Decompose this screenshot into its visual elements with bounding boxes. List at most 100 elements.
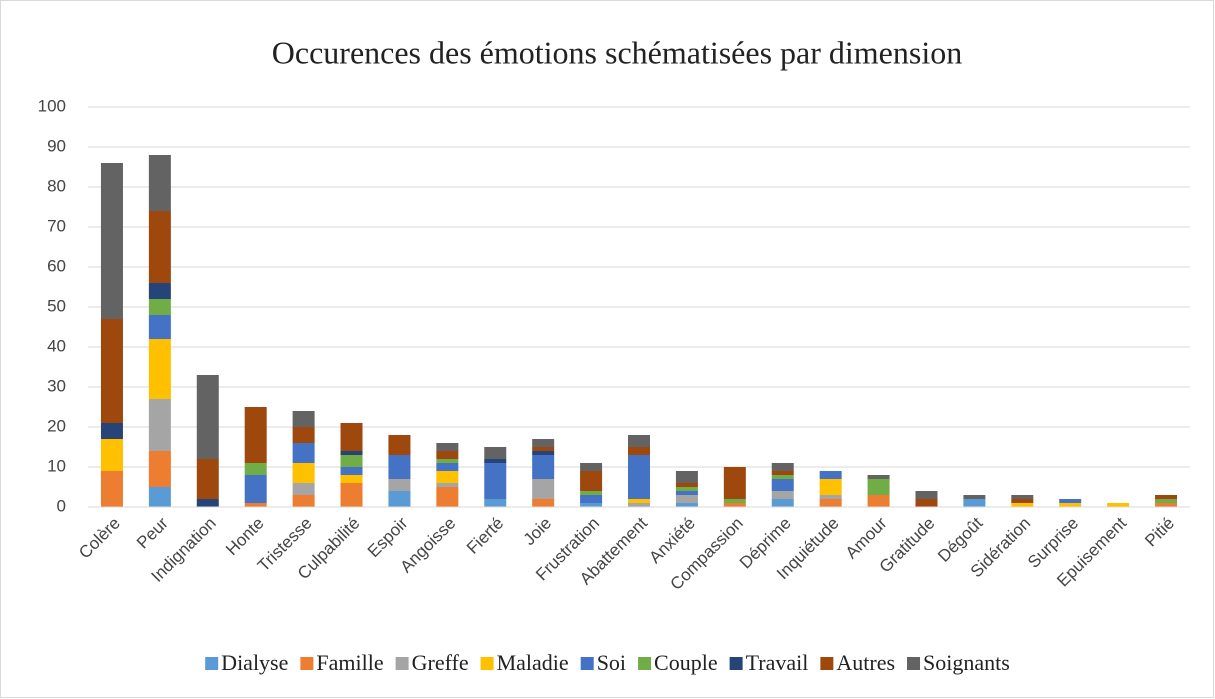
bar-segment	[484, 463, 507, 499]
bar-segment	[819, 479, 842, 495]
bar-segment	[723, 467, 746, 499]
bar-segment	[628, 447, 650, 455]
legend-label: Travail	[746, 650, 809, 675]
y-tick-label: 50	[47, 296, 66, 315]
bar-segment	[244, 503, 267, 507]
bar-segment	[819, 495, 842, 499]
bar-segment	[1155, 495, 1178, 499]
bar-segment	[100, 423, 123, 439]
legend-swatch	[580, 657, 594, 670]
bar-segment	[244, 407, 267, 463]
bar-segment	[148, 155, 171, 211]
bar-segment	[484, 499, 507, 507]
bar-segment	[436, 459, 459, 463]
bar-segment	[436, 463, 459, 471]
bar-segment	[340, 455, 363, 467]
bar-segment	[148, 487, 171, 507]
legend-label: Couple	[654, 650, 718, 675]
bar-segment	[196, 499, 219, 507]
bar-segment	[963, 499, 986, 507]
bar-segment	[436, 471, 459, 483]
bar-segment	[915, 491, 938, 499]
bar-segment	[1059, 499, 1082, 503]
bar-segment	[148, 451, 171, 487]
bar-segment	[484, 459, 507, 463]
bar-segment	[292, 463, 315, 483]
bar-segment	[771, 491, 794, 499]
bar-segment	[532, 455, 555, 479]
y-tick-label: 100	[38, 96, 66, 115]
legend-swatch	[907, 657, 921, 670]
bar-segment	[484, 447, 507, 459]
bar-segment	[1155, 499, 1178, 503]
bar-segment	[532, 499, 555, 507]
legend-swatch	[395, 657, 409, 670]
bar-segment	[388, 455, 411, 479]
bar-segment	[771, 479, 794, 491]
bar-segment	[867, 495, 890, 507]
bar-segment	[580, 503, 603, 507]
bar-segment	[436, 487, 459, 507]
bar-segment	[532, 479, 555, 499]
y-tick-label: 30	[47, 376, 66, 395]
bar-segment	[675, 503, 698, 507]
legend-swatch	[205, 657, 219, 670]
bar-segment	[340, 467, 363, 475]
bar-segment	[148, 283, 171, 299]
bar-segment	[963, 495, 986, 499]
legend-label: Famille	[316, 650, 383, 675]
bar-segment	[388, 435, 411, 455]
bar-segment	[675, 483, 698, 487]
bar-segment	[915, 499, 938, 507]
bar-segment	[580, 495, 603, 503]
bar-segment	[532, 447, 555, 451]
bar-segment	[532, 451, 555, 455]
bar-segment	[436, 451, 459, 459]
legend-label: Maladie	[497, 650, 569, 675]
bar-segment	[388, 491, 411, 507]
legend-label: Soignants	[923, 650, 1010, 675]
bar-segment	[340, 483, 363, 507]
legend-swatch	[638, 657, 652, 670]
bar-segment	[340, 451, 363, 455]
bar-segment	[628, 503, 650, 507]
bar-segment	[1059, 503, 1082, 507]
bar-segment	[244, 475, 267, 503]
bar-segment	[388, 479, 411, 491]
y-tick-label: 0	[57, 496, 66, 515]
bar-segment	[292, 411, 315, 427]
bar-segment	[292, 443, 315, 463]
y-tick-label: 70	[47, 216, 66, 235]
bar-segment	[1107, 503, 1130, 507]
y-tick-label: 60	[47, 256, 66, 275]
bar-segment	[628, 499, 650, 503]
bar-segment	[819, 499, 842, 507]
bar-segment	[436, 443, 459, 451]
y-tick-label: 20	[47, 416, 66, 435]
bar-segment	[723, 503, 746, 507]
bar-segment	[148, 399, 171, 451]
legend-label: Dialyse	[221, 650, 288, 675]
bar-segment	[867, 479, 890, 495]
legend-label: Autres	[836, 650, 895, 675]
bar-segment	[675, 487, 698, 491]
y-tick-label: 90	[47, 136, 66, 155]
bar-segment	[1155, 503, 1178, 507]
bar-segment	[675, 471, 698, 483]
bar-segment	[292, 427, 315, 443]
bar-segment	[196, 459, 219, 499]
legend-swatch	[820, 657, 834, 670]
bar-segment	[1011, 495, 1034, 499]
bar-segment	[148, 315, 171, 339]
bar-segment	[628, 455, 650, 499]
bar-segment	[580, 491, 603, 495]
bar-segment	[244, 463, 267, 475]
bar-segment	[723, 499, 746, 503]
bar-segment	[675, 495, 698, 503]
bar-segment	[340, 475, 363, 483]
bar-segment	[292, 495, 315, 507]
bar-segment	[1011, 499, 1034, 503]
bar-segment	[148, 339, 171, 399]
